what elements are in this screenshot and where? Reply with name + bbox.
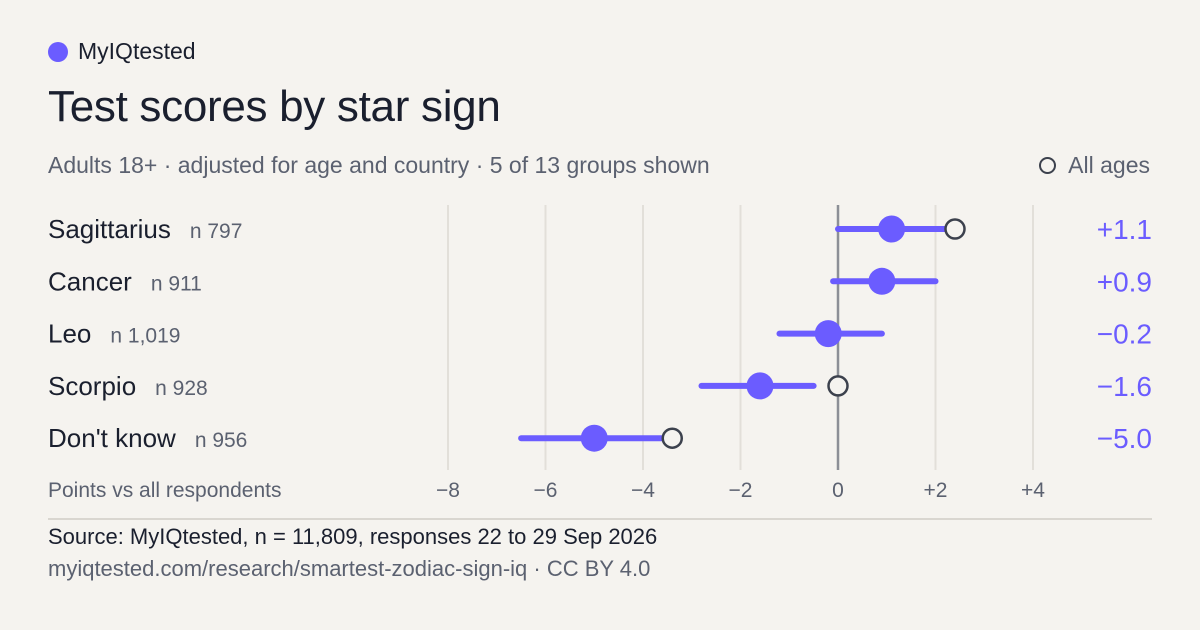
open-circle-icon [1039,157,1057,174]
estimate-dot [814,320,842,348]
brand-name: MyIQtested [78,38,196,64]
row-n-label: n 1,019 [110,325,180,348]
source-note: Source: MyIQtested, n = 11,809, response… [48,524,658,549]
legend: All ages [1039,152,1150,179]
value-label: +1.1 [1097,214,1152,245]
all-ages-marker [661,427,683,449]
x-tick-label: +2 [924,479,948,502]
divider [48,518,1152,520]
row-n-label: n 797 [190,220,243,243]
row-label: Sagittarius [48,214,171,244]
x-tick-label: −4 [631,479,655,502]
legend-label: All ages [1068,152,1150,178]
estimate-dot [878,215,906,243]
source-url: myiqtested.com/research/smartest-zodiac-… [48,556,651,581]
x-tick-label: −6 [534,479,558,502]
row-n-label: n 956 [195,429,248,452]
chart-subtitle: Adults 18+ · adjusted for age and countr… [48,152,710,178]
row-label: Don't know [48,423,176,453]
value-label: +0.9 [1097,266,1152,297]
x-tick-label: −2 [729,479,753,502]
row-label: Leo [48,319,91,349]
x-tick-label: −8 [436,479,460,502]
chart-title: Test scores by star sign [48,82,501,131]
all-ages-marker [827,375,849,397]
value-label: −5.0 [1097,423,1152,454]
value-label: −0.2 [1097,319,1152,350]
estimate-dot [746,372,774,400]
row-label: Cancer [48,266,132,296]
row-label: Scorpio [48,371,136,401]
x-tick-label: +4 [1021,479,1045,502]
row-n-label: n 911 [151,272,202,295]
x-axis-label: Points vs all respondents [48,479,281,502]
brand-dot-icon [48,41,68,62]
brand: MyIQtested [48,38,196,65]
all-ages-marker [944,218,966,240]
row-n-label: n 928 [155,377,208,400]
value-label: −1.6 [1097,371,1152,402]
x-tick-label: 0 [832,479,844,502]
estimate-dot [580,424,608,452]
estimate-dot [868,267,896,295]
